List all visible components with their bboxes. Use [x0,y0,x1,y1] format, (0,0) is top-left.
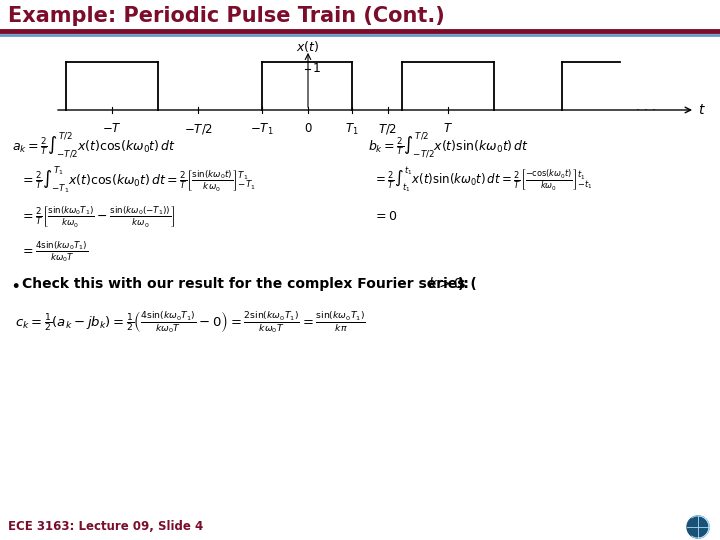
Text: $T/2$: $T/2$ [379,122,397,136]
Text: Example: Periodic Pulse Train (Cont.): Example: Periodic Pulse Train (Cont.) [8,6,445,26]
Text: ECE 3163: Lecture 09, Slide 4: ECE 3163: Lecture 09, Slide 4 [8,521,203,534]
Text: $k > 0$: $k > 0$ [428,276,463,292]
Text: $a_k = \frac{2}{T}\int_{-T/2}^{T/2} x(t)\cos(k\omega_0 t)\,dt$: $a_k = \frac{2}{T}\int_{-T/2}^{T/2} x(t)… [12,130,176,160]
Text: $x(t)$: $x(t)$ [297,38,320,53]
Text: $t$: $t$ [698,103,706,117]
Circle shape [687,516,709,538]
Text: $c_k = \frac{1}{2}(a_k - jb_k) = \frac{1}{2}\left(\frac{4\sin(k\omega_0 T_1)}{k\: $c_k = \frac{1}{2}(a_k - jb_k) = \frac{1… [15,309,366,335]
Text: $= \frac{2}{T}\int_{-T_1}^{T_1} x(t)\cos(k\omega_0 t)\,dt = \frac{2}{T}\left[\fr: $= \frac{2}{T}\int_{-T_1}^{T_1} x(t)\cos… [20,164,256,195]
Text: $-T/2$: $-T/2$ [184,122,212,136]
Text: $= \frac{2}{T}\left[\frac{\sin(k\omega_0 T_1)}{k\omega_0} - \frac{\sin(k\omega_0: $= \frac{2}{T}\left[\frac{\sin(k\omega_0… [20,205,176,230]
Text: $0$: $0$ [304,122,312,135]
Text: $= 0$: $= 0$ [373,211,397,224]
Text: Check this with our result for the complex Fourier series (: Check this with our result for the compl… [22,277,477,291]
Text: $1$: $1$ [312,62,320,75]
Text: $= \frac{2}{T}\int_{t_1}^{t_1} x(t)\sin(k\omega_0 t)\,dt = \frac{2}{T}\left[\fra: $= \frac{2}{T}\int_{t_1}^{t_1} x(t)\sin(… [373,165,593,194]
Text: . . .: . . . [636,99,656,112]
Text: $T$: $T$ [443,122,453,135]
Text: $-T_1$: $-T_1$ [251,122,274,137]
Text: ):: ): [458,277,470,291]
Text: $-T$: $-T$ [102,122,122,135]
Text: $= \frac{4\sin(k\omega_0 T_1)}{k\omega_0 T}$: $= \frac{4\sin(k\omega_0 T_1)}{k\omega_0… [20,240,89,265]
Text: $\bullet$: $\bullet$ [10,275,19,293]
Text: $b_k = \frac{2}{T}\int_{-T/2}^{T/2} x(t)\sin(k\omega_0 t)\,dt$: $b_k = \frac{2}{T}\int_{-T/2}^{T/2} x(t)… [368,130,529,160]
Text: $T_1$: $T_1$ [345,122,359,137]
